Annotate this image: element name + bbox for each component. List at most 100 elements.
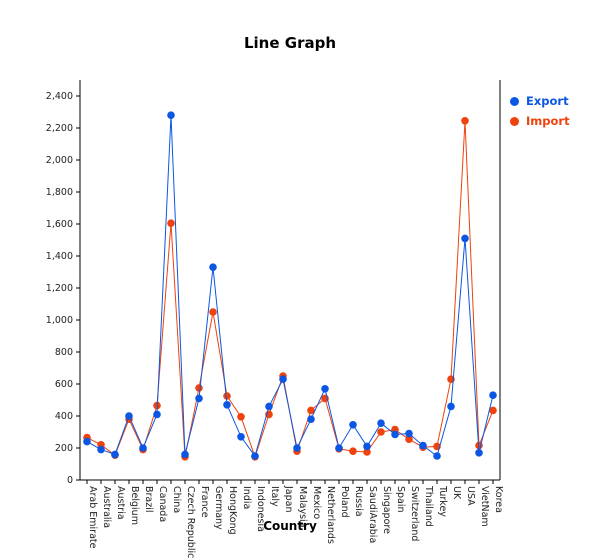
export-point[interactable] <box>349 421 357 429</box>
x-tick-label: Italy <box>269 486 280 507</box>
export-point[interactable] <box>153 410 161 419</box>
x-axis: Arab Emirate Australia Austria Belgium Brazi… <box>80 80 504 558</box>
export-point[interactable] <box>181 450 189 459</box>
export-point[interactable] <box>489 391 497 400</box>
import-line <box>86 120 494 459</box>
export-point[interactable] <box>209 263 217 272</box>
y-tick-label: 800 <box>55 347 73 358</box>
import-point[interactable] <box>363 448 371 456</box>
y-axis: 0 200 400 600 800 1,000 1,200 1,400 1,600 1,800 2,… <box>46 80 81 486</box>
legend-label-export: Export <box>526 94 569 108</box>
export-point[interactable] <box>265 402 273 411</box>
import-point[interactable] <box>405 435 413 444</box>
export-point[interactable] <box>447 402 455 411</box>
x-tick-label: Indonesia <box>255 486 266 532</box>
series-import <box>83 117 497 461</box>
y-tick-label: 1,000 <box>46 315 73 326</box>
export-point[interactable] <box>377 419 385 428</box>
import-point[interactable] <box>489 406 497 415</box>
x-tick-label: Malaysia <box>297 486 308 528</box>
series-lines <box>83 111 497 461</box>
legend-item-import[interactable]: Import <box>510 114 570 128</box>
x-tick-label: Japan <box>283 485 294 513</box>
export-point[interactable] <box>363 442 371 451</box>
series-export <box>83 111 497 460</box>
y-tick-label: 1,800 <box>46 187 73 198</box>
export-point[interactable] <box>419 441 427 450</box>
export-point[interactable] <box>391 430 399 439</box>
export-point[interactable] <box>321 385 329 393</box>
import-point[interactable] <box>377 428 385 436</box>
export-point[interactable] <box>139 444 147 452</box>
x-tick-label: HongKong <box>227 486 238 535</box>
x-tick-label: Russia <box>353 486 364 517</box>
export-point[interactable] <box>279 375 287 384</box>
y-tick-label: 600 <box>55 379 73 390</box>
export-point[interactable] <box>461 234 469 243</box>
x-tick-label: UK <box>451 486 462 500</box>
import-legend-marker <box>510 116 519 126</box>
x-tick-label: France <box>199 486 210 518</box>
y-tick-label: 200 <box>55 443 73 454</box>
y-tick-label: 1,200 <box>46 283 73 294</box>
x-tick-label: Czech Republic <box>185 486 196 558</box>
export-point[interactable] <box>293 444 301 452</box>
export-line <box>86 115 494 458</box>
x-tick-label: Austria <box>115 486 126 520</box>
export-point[interactable] <box>83 437 91 446</box>
export-point[interactable] <box>475 449 483 457</box>
x-tick-label: Thailand <box>423 485 434 527</box>
x-tick-label: India <box>241 486 252 509</box>
export-point[interactable] <box>111 450 119 459</box>
import-point[interactable] <box>167 219 175 227</box>
x-tick-label: Australia <box>101 486 112 528</box>
import-point[interactable] <box>195 384 203 392</box>
export-point[interactable] <box>307 415 315 424</box>
y-tick-label: 1,600 <box>46 219 73 230</box>
x-tick-label: Brazil <box>143 486 154 513</box>
x-tick-label: USA <box>465 486 476 506</box>
x-tick-label: Canada <box>157 486 168 522</box>
import-point[interactable] <box>461 117 469 125</box>
x-tick-label: Mexico <box>311 486 322 519</box>
export-point[interactable] <box>223 401 231 409</box>
export-point[interactable] <box>433 452 441 460</box>
x-tick-label: VietNam <box>479 486 490 527</box>
legend-label-import: Import <box>526 114 570 128</box>
import-point[interactable] <box>223 392 231 400</box>
chart-title: Line Graph <box>243 34 337 52</box>
x-tick-label: Singapore <box>381 486 392 534</box>
y-tick-label: 400 <box>55 411 73 422</box>
y-tick-label: 2,000 <box>46 155 73 166</box>
import-point[interactable] <box>349 447 357 456</box>
y-tick-label: 2,400 <box>46 91 73 102</box>
x-tick-label: Switzerland <box>409 486 420 541</box>
import-point[interactable] <box>209 308 217 316</box>
export-point[interactable] <box>335 444 343 452</box>
export-point[interactable] <box>405 429 413 438</box>
x-axis-label: Country <box>263 519 317 533</box>
export-point[interactable] <box>251 452 259 460</box>
x-tick-label: Germany <box>213 486 224 530</box>
export-point[interactable] <box>97 445 105 454</box>
import-point[interactable] <box>237 413 245 421</box>
legend-item-export[interactable]: Export <box>510 94 569 108</box>
x-tick-label: Turkey <box>437 485 448 517</box>
x-tick-label: Spain <box>395 486 406 513</box>
x-tick-label: Poland <box>339 486 350 518</box>
x-tick-label: Korea <box>493 486 504 513</box>
x-tick-label: China <box>171 486 182 513</box>
x-tick-label: Belgium <box>129 486 140 525</box>
y-tick-label: 2,200 <box>46 123 73 134</box>
export-point[interactable] <box>237 433 245 441</box>
import-point[interactable] <box>307 406 315 415</box>
x-tick-label: Arab Emirate <box>87 486 98 549</box>
export-point[interactable] <box>125 412 133 420</box>
y-tick-label: 0 <box>67 475 73 486</box>
export-point[interactable] <box>195 394 203 403</box>
x-tick-label: SaudiArabia <box>367 486 378 543</box>
export-legend-marker <box>510 96 519 106</box>
export-point[interactable] <box>167 111 175 119</box>
x-tick-label: Netherlands <box>325 486 336 544</box>
